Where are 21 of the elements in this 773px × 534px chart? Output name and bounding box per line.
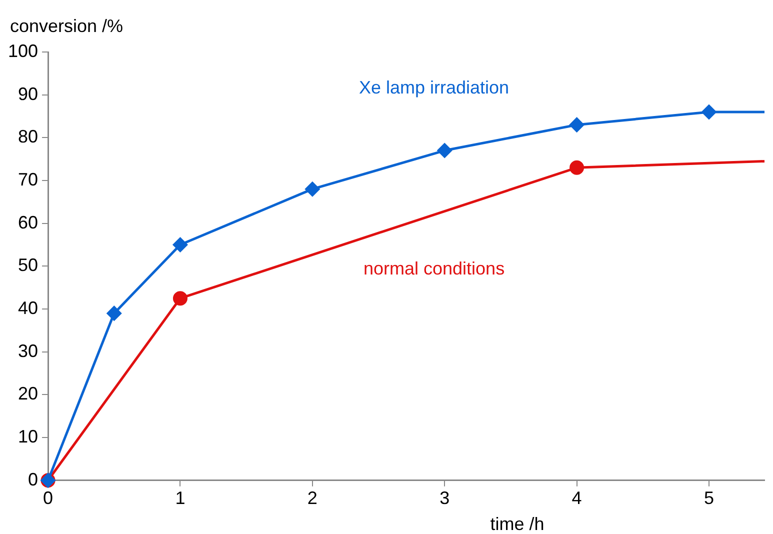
y-tick-label: 40 — [18, 298, 38, 318]
y-tick-label: 80 — [18, 126, 38, 147]
x-tick-label: 1 — [175, 488, 186, 508]
x-tick-label: 5 — [704, 488, 714, 508]
y-tick-label: 0 — [28, 469, 38, 490]
y-tick-label: 50 — [18, 255, 38, 276]
y-tick-label: 20 — [18, 384, 38, 404]
y-tick-label: 10 — [18, 426, 38, 447]
y-tick-label: 60 — [18, 212, 38, 232]
text: Xe lamp irradiation — [358, 78, 510, 98]
x-axis-title: time /h — [490, 514, 544, 534]
y-tick-label: 90 — [18, 84, 38, 104]
series-label: normal conditions — [363, 258, 505, 279]
y-axis-title: conversion /% — [10, 16, 124, 36]
x-tick-label: 2 — [307, 488, 318, 508]
x-tick-label: 4 — [572, 488, 582, 508]
x-tick-label: 0 — [43, 488, 54, 508]
x-tick-label: 3 — [440, 488, 450, 508]
y-tick-label: 100 — [8, 40, 38, 61]
y-tick-label: 70 — [18, 169, 38, 190]
y-tick-label: 30 — [18, 340, 38, 361]
